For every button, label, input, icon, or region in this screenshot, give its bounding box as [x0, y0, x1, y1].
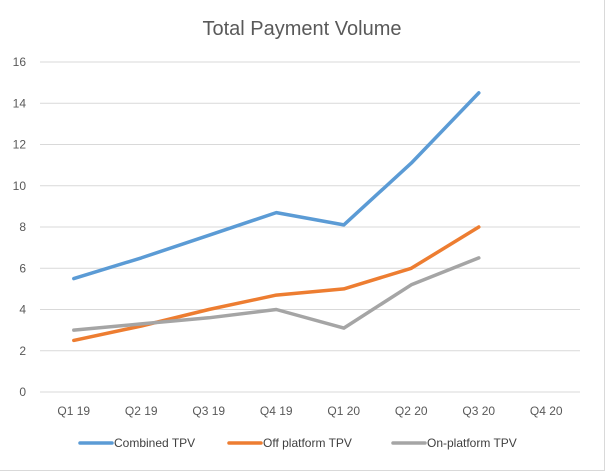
series-line-on-platform-tpv [72, 256, 481, 332]
y-tick-label: 4 [19, 303, 26, 317]
x-tick-label: Q3 19 [192, 404, 225, 418]
x-tick-label: Q1 19 [57, 404, 90, 418]
x-tick-label: Q4 20 [530, 404, 563, 418]
legend-label-off-platform-tpv: Off platform TPV [263, 436, 352, 450]
y-tick-label: 12 [13, 138, 27, 152]
x-tick-label: Q2 20 [395, 404, 428, 418]
x-axis-ticks: Q1 19 Q2 19 Q3 19 Q4 19 Q1 20 Q2 20 Q3 20 Q4 20 [57, 404, 563, 418]
y-tick-label: 2 [19, 344, 26, 358]
x-tick-label: Q4 19 [260, 404, 293, 418]
legend-label-on-platform-tpv: On-platform TPV [427, 436, 517, 450]
legend-label-combined-tpv: Combined TPV [114, 436, 195, 450]
series-lines [72, 91, 481, 343]
legend: Combined TPV Off platform TPV On-platform … [78, 436, 517, 450]
y-tick-label: 0 [19, 385, 26, 399]
y-tick-label: 8 [19, 220, 26, 234]
y-tick-label: 6 [19, 261, 26, 275]
chart-title: Total Payment Volume [203, 18, 402, 40]
y-tick-label: 10 [13, 179, 27, 193]
x-tick-label: Q1 20 [327, 404, 360, 418]
y-tick-label: 14 [13, 96, 27, 110]
y-axis-ticks: 0 2 4 6 8 10 12 14 16 [13, 55, 27, 399]
gridlines [40, 61, 580, 393]
x-tick-label: Q2 19 [125, 404, 158, 418]
series-line-combined-tpv [72, 91, 481, 281]
series-line-off-platform-tpv [72, 225, 481, 343]
y-tick-label: 16 [13, 55, 27, 69]
x-tick-label: Q3 20 [462, 404, 495, 418]
